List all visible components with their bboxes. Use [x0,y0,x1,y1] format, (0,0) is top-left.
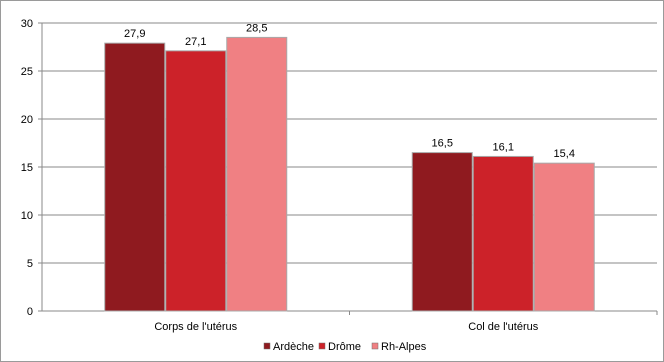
x-tick-label-1: Col de l'utérus [468,321,538,333]
x-tick-label-0: Corps de l'utérus [154,321,237,333]
legend-label-0: Ardèche [273,341,314,353]
legend-label-1: Drôme [328,341,361,353]
data-label-0-0: 27,9 [124,28,145,40]
data-label-1-0: 27,1 [185,36,206,48]
data-label-2-1: 15,4 [554,148,575,160]
y-tick-label-30: 30 [21,18,33,30]
bar-1-1 [472,155,534,312]
y-tick-label-25: 25 [21,66,33,78]
data-label-1-1: 16,1 [493,141,514,153]
bar-0-0 [104,42,166,312]
bar-2-0 [226,36,288,312]
y-tick-label-15: 15 [21,162,33,174]
bar-0-1 [411,152,473,312]
y-tick-label-0: 0 [27,306,33,318]
legend-swatch-1 [318,342,326,350]
y-tick-label-20: 20 [21,114,33,126]
data-label-0-1: 16,5 [432,138,453,150]
legend-swatch-0 [263,342,271,350]
y-tick-label-5: 5 [27,258,33,270]
legend-swatch-2 [371,342,379,350]
y-tick-label-10: 10 [21,210,33,222]
bar-2-1 [533,162,595,312]
legend-label-2: Rh-Alpes [381,341,427,353]
bar-1-0 [165,50,227,312]
data-label-2-0: 28,5 [246,22,267,34]
